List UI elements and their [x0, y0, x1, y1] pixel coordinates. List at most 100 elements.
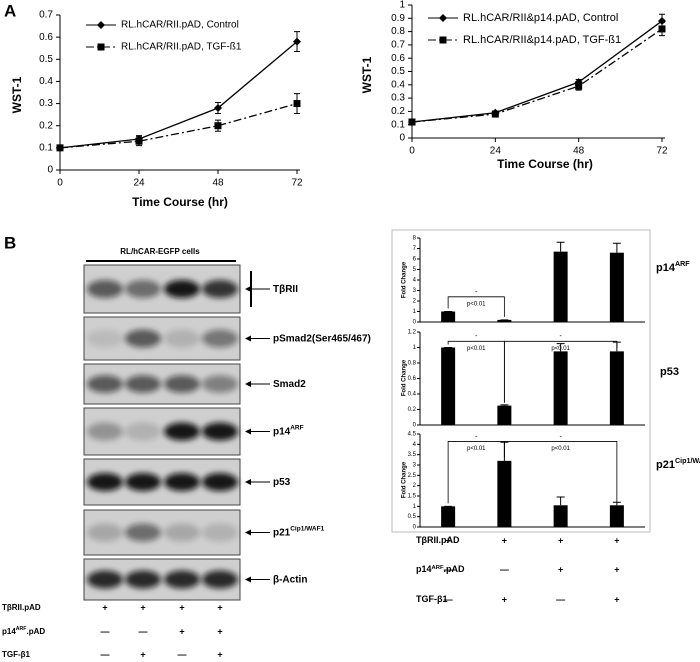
bar-chart-title: p14ARF [656, 260, 690, 274]
blot-band [164, 570, 200, 589]
x-axis-label: Time Course (hr) [497, 157, 593, 171]
bar-chart-title-part: p53 [660, 366, 679, 378]
y-tick-label: 8 [413, 236, 417, 242]
error-bar [556, 496, 565, 506]
condition-sign: — [101, 626, 110, 636]
condition-sign: — [444, 564, 453, 574]
blot-band [125, 329, 161, 348]
blot-band [87, 280, 123, 298]
condition-sign: + [102, 602, 107, 612]
y-tick-label: 0.1 [39, 142, 53, 153]
y-tick-label: 3 [413, 288, 417, 294]
condition-label-part: .pAD [444, 564, 465, 574]
significance-mark: - [475, 333, 478, 340]
error-bar [612, 242, 621, 253]
condition-sign: — [101, 649, 110, 659]
condition-sign: — [178, 649, 187, 659]
y-tick-label: 0.9 [391, 13, 405, 24]
series-line [411, 20, 663, 123]
x-tick-label: 24 [133, 178, 145, 189]
x-tick-label: 72 [291, 178, 303, 189]
blot-band [164, 375, 200, 393]
significance-mark: - [475, 289, 478, 296]
bar [609, 252, 624, 322]
condition-sign: + [558, 535, 563, 545]
y-tick-label: 0 [413, 525, 417, 531]
y-tick-label: 1 [413, 504, 417, 510]
significance-bracket [503, 340, 618, 403]
blot-label: p14ARF [273, 425, 304, 437]
condition-label: p14ARF.pAD [2, 626, 45, 636]
condition-label-part: ARF [16, 626, 27, 632]
y-tick-label: 0.2 [39, 120, 53, 131]
error-bar [612, 501, 621, 506]
blot-band [202, 523, 238, 542]
y-tick-label: 0.4 [39, 76, 53, 87]
marker [575, 82, 583, 90]
condition-label-part: TGF-β1 [2, 650, 31, 659]
y-tick-label: 2.5 [408, 473, 417, 479]
blot-band [202, 570, 238, 589]
y-tick-label: 0.2 [408, 407, 417, 413]
y-tick-label: 0.1 [391, 119, 405, 130]
marker [97, 43, 105, 51]
blot-label-part: p53 [273, 477, 291, 488]
y-tick-label: 0.6 [39, 32, 53, 43]
blot-label: β-Actin [273, 574, 307, 585]
y-tick-label: 0.7 [391, 40, 405, 51]
y-tick-label: 1 [413, 309, 417, 315]
significance-label: p<0.01 [551, 346, 570, 352]
x-tick-label: 0 [57, 178, 63, 189]
y-tick-label: 0 [47, 165, 53, 176]
blot-band [164, 422, 200, 441]
condition-sign: + [140, 602, 145, 612]
y-tick-label: 0 [413, 320, 417, 326]
blot-band [125, 570, 161, 589]
y-tick-label: 0.7 [39, 10, 53, 21]
y-tick-label: 0.6 [391, 53, 405, 64]
y-tick-label: 5 [413, 267, 417, 273]
blot-band [164, 280, 200, 298]
y-axis-label: WST-1 [10, 76, 24, 113]
marker [214, 104, 222, 112]
bar-chart-title-part: Cip1/WAF1 [675, 457, 700, 465]
condition-label-part: TβRII.pAD [2, 603, 41, 612]
y-tick-label: 0.2 [391, 106, 405, 117]
y-tick-label: 4 [413, 442, 417, 448]
error-bar [556, 241, 565, 252]
bar [441, 506, 456, 527]
legend-label: RL.hCAR/RII.pAD, Control [121, 20, 239, 31]
error-bar [500, 404, 509, 406]
blot-band [164, 473, 200, 491]
significance-mark: - [559, 433, 562, 440]
condition-sign: + [217, 649, 222, 659]
y-tick-label: 1.2 [408, 330, 417, 336]
condition-sign: — [444, 594, 453, 604]
marker [439, 14, 447, 22]
y-tick-label: 7 [413, 246, 417, 252]
condition-sign: — [500, 564, 509, 574]
y-tick-label: 0 [413, 423, 417, 429]
blot-band [164, 329, 200, 348]
blot-label: pSmad2(Ser465/467) [273, 333, 371, 344]
marker [293, 37, 301, 46]
bar-chart-title: p21Cip1/WAF1 [656, 457, 700, 471]
x-tick-label: 48 [212, 178, 224, 189]
y-tick-label: 0.3 [39, 98, 53, 109]
significance-bracket [503, 441, 618, 503]
blot-band [164, 523, 200, 542]
x-tick-label: 72 [656, 146, 668, 157]
significance-bracket [447, 296, 505, 317]
condition-sign: + [614, 535, 619, 545]
plot-frame [391, 229, 651, 533]
bar [609, 505, 624, 527]
condition-sign: + [179, 602, 184, 612]
condition-label: TβRII.pAD [416, 535, 460, 545]
y-tick-label: 0.4 [391, 79, 405, 90]
blot-band [87, 570, 123, 589]
significance-label: p<0.01 [467, 346, 486, 352]
y-tick-label: 0.5 [391, 66, 405, 77]
condition-sign: + [445, 535, 450, 545]
blot-label-part: ARF [290, 425, 303, 432]
y-tick-label: 0.6 [408, 376, 417, 382]
